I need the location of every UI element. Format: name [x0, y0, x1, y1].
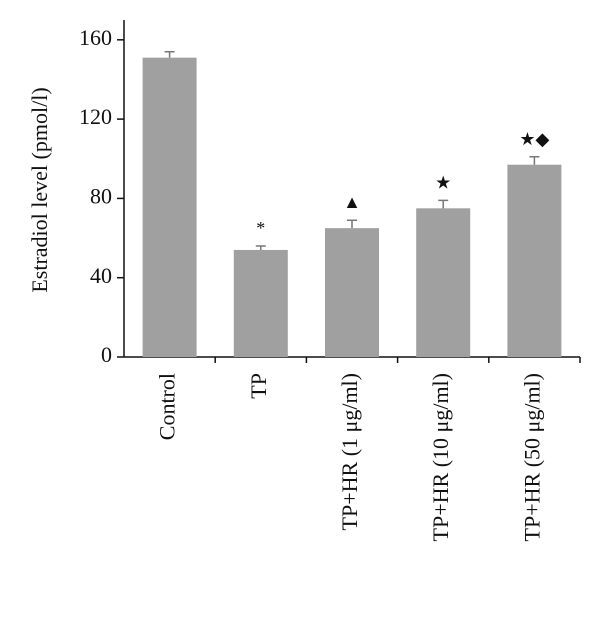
error-bar: [438, 199, 449, 209]
y-tick-label: 80: [90, 183, 112, 208]
x-tick-label: TP: [246, 373, 271, 399]
y-axis-label: Estradiol level (pmol/l): [27, 87, 52, 292]
significance-marker: *: [256, 218, 265, 238]
significance-marker: ★: [435, 172, 451, 192]
x-tick-label: Control: [155, 373, 180, 440]
x-tick-label: TP+HR (10 μg/ml): [428, 373, 453, 541]
y-tick-label: 120: [79, 104, 112, 129]
error-bar: [255, 245, 266, 250]
bar: [233, 249, 288, 357]
x-tick-label: TP+HR (1 μg/ml): [337, 373, 362, 530]
error-bar: [164, 50, 175, 58]
x-tick-label: TP+HR (50 μg/ml): [519, 373, 544, 541]
bar: [142, 57, 197, 358]
bar: [416, 208, 471, 357]
y-tick-label: 160: [79, 25, 112, 50]
significance-marker: ★◆: [519, 129, 549, 149]
error-bar: [529, 156, 540, 165]
significance-marker: ▲: [343, 192, 361, 212]
bar: [507, 164, 562, 357]
error-bar: [347, 219, 357, 229]
bar: [325, 228, 379, 357]
y-tick-label: 0: [101, 342, 112, 367]
y-tick-label: 40: [90, 263, 112, 288]
